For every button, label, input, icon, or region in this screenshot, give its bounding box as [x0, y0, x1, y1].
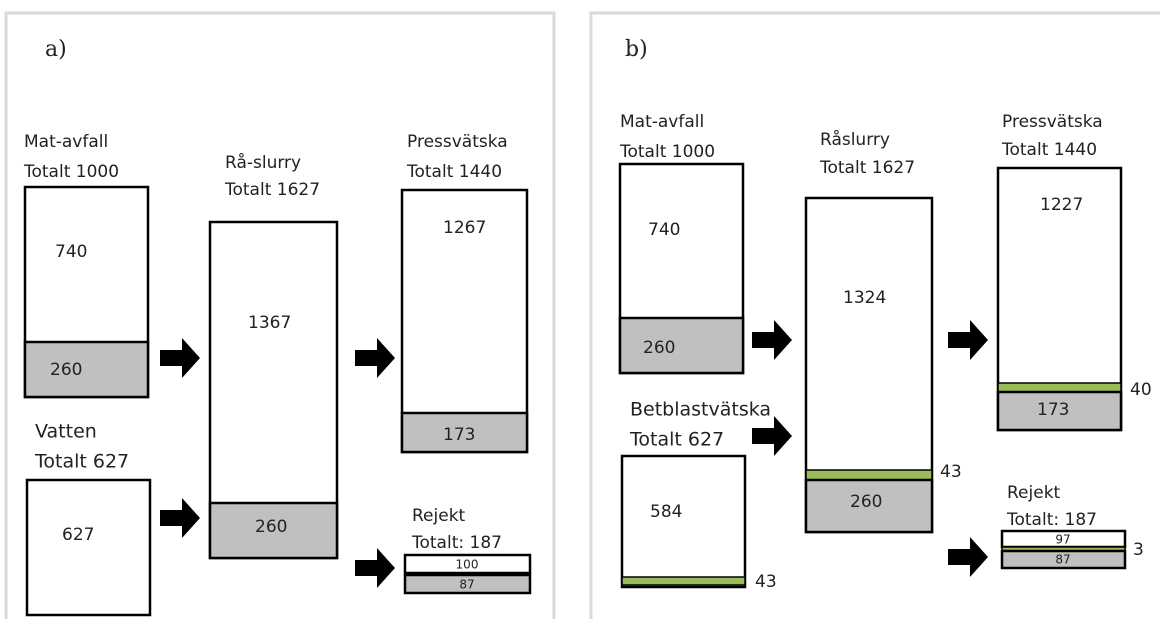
arrow [752, 320, 792, 360]
box-part [400, 411, 529, 454]
box-part [621, 576, 746, 586]
block-total: Totalt 627 [34, 451, 129, 473]
value: 627 [62, 525, 94, 545]
arrow [948, 320, 988, 360]
block-title: Mat-avfall [24, 132, 108, 152]
value: 1227 [1040, 195, 1083, 215]
value: 260 [50, 360, 82, 380]
box-part [1000, 549, 1127, 570]
block-title: Rå-slurry [225, 152, 301, 173]
panel-frame [4, 11, 556, 619]
box-part [208, 501, 339, 560]
arrow [752, 416, 792, 456]
block-title: Pressvätska [1002, 112, 1103, 132]
box [620, 454, 747, 589]
panel-frame [589, 11, 1160, 619]
block-title: Rejekt [412, 506, 466, 526]
value: 260 [255, 517, 287, 537]
panel-label: a) [45, 37, 67, 62]
box-part [403, 573, 532, 595]
box-part [23, 340, 150, 399]
value: 1367 [248, 313, 291, 333]
value: 87 [1055, 553, 1070, 567]
value: 584 [650, 502, 682, 522]
arrow [160, 338, 200, 378]
value: 173 [443, 425, 475, 445]
block-title: Pressvätska [407, 132, 508, 152]
block-title: Betblastvätska [630, 399, 771, 421]
block-title: Rejekt [1007, 483, 1061, 503]
value: 87 [459, 578, 474, 592]
value: 43 [755, 572, 777, 592]
value: 40 [1130, 380, 1152, 400]
value: 3 [1133, 540, 1144, 560]
block-total: Totalt 1627 [819, 158, 915, 178]
box-part [804, 478, 934, 534]
value: 1267 [443, 218, 486, 238]
value: 260 [850, 492, 882, 512]
block-title: Vatten [35, 421, 97, 443]
value: 100 [456, 558, 479, 572]
arrow [355, 338, 395, 378]
box [25, 478, 152, 617]
block-total: Totalt: 187 [1006, 510, 1097, 530]
box-part [805, 469, 933, 481]
block-total: Totalt 627 [629, 429, 724, 451]
panel-label: b) [625, 37, 648, 62]
value: 173 [1037, 400, 1069, 420]
block-total: Totalt 1440 [406, 162, 502, 182]
value: 260 [643, 338, 675, 358]
box-part [997, 382, 1122, 393]
value: 97 [1055, 533, 1070, 547]
block-total: Totalt: 187 [411, 533, 502, 553]
block-title: Råslurry [820, 129, 890, 150]
box [400, 188, 529, 454]
block-total: Totalt 1440 [1001, 140, 1097, 160]
box-part [996, 390, 1123, 432]
arrow [355, 548, 395, 588]
block-total: Totalt 1000 [619, 142, 715, 162]
value: 740 [648, 220, 680, 240]
arrow [948, 537, 988, 577]
value: 740 [55, 242, 87, 262]
box [403, 553, 532, 575]
arrow [160, 498, 200, 538]
value: 43 [940, 462, 962, 482]
box-part [618, 316, 745, 375]
block-total: Totalt 1000 [23, 162, 119, 182]
block-title: Mat-avfall [620, 112, 704, 132]
block-total: Totalt 1627 [224, 180, 320, 200]
value: 1324 [843, 288, 886, 308]
